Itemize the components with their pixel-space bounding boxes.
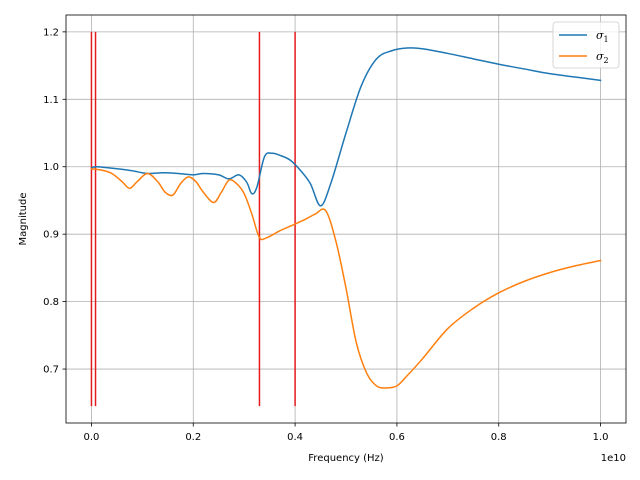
x-tick-label: 0.0 <box>84 432 100 443</box>
legend: σ1 σ2 <box>552 21 620 69</box>
legend-label-sigma1: σ1 <box>596 29 609 44</box>
y-axis-label: Magnitude <box>18 193 29 246</box>
legend-subscript-sigma2: 2 <box>604 56 609 65</box>
series-line-sigma2 <box>90 167 602 389</box>
legend-label-sigma2: σ2 <box>596 50 609 65</box>
x-axis-label: Frequency (Hz) <box>308 453 384 464</box>
x-offset-label: 1e10 <box>601 453 626 464</box>
y-tick-label: 0.7 <box>43 365 59 376</box>
legend-subscript-sigma1: 1 <box>604 35 609 44</box>
legend-box <box>552 21 620 69</box>
x-tick-label: 0.8 <box>491 432 507 443</box>
series-layer <box>90 47 602 389</box>
legend-symbol-sigma1: σ <box>596 29 604 42</box>
y-tick-label: 1.1 <box>43 95 59 106</box>
x-tick-label: 0.4 <box>287 432 303 443</box>
y-tick-label: 0.8 <box>43 297 59 308</box>
vertical-markers <box>90 31 296 407</box>
y-tick-label: 1.2 <box>43 27 59 38</box>
legend-symbol-sigma2: σ <box>596 50 604 63</box>
y-tick-label: 0.9 <box>43 230 59 241</box>
y-tick-label: 1.0 <box>43 162 59 173</box>
series-line-sigma1 <box>90 47 602 207</box>
plot-frame <box>65 14 627 424</box>
x-tick-label: 0.6 <box>389 432 405 443</box>
x-tick-label: 0.2 <box>185 432 201 443</box>
ticks: 0.0 0.2 0.4 0.6 0.8 1.0 0.7 0.8 0.9 1.0 1.1 1.2 <box>43 27 608 443</box>
x-tick-label: 1.0 <box>593 432 609 443</box>
